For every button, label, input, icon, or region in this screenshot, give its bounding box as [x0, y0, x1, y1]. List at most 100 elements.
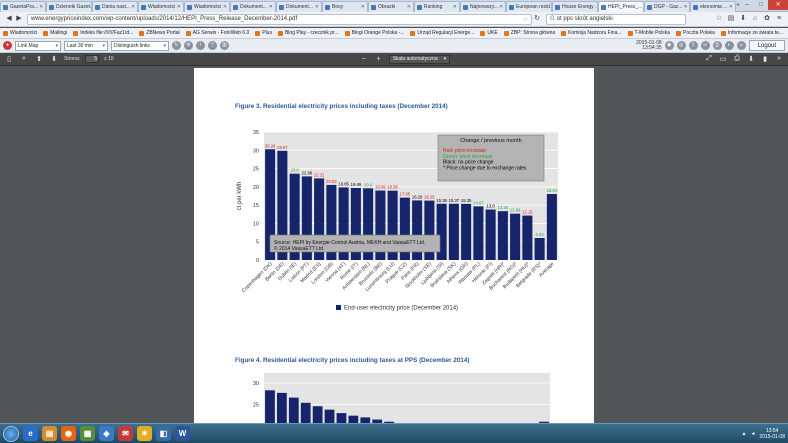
- bookmark-item[interactable]: Blog Play - rzecznik pr...: [277, 30, 339, 36]
- page-number-input[interactable]: 5: [85, 55, 100, 63]
- bookmark-icon[interactable]: ▮: [763, 56, 767, 63]
- app-icon-3[interactable]: ✉: [118, 426, 133, 441]
- forward-icon[interactable]: ▶: [16, 15, 22, 22]
- bookmark-item[interactable]: Plus: [255, 30, 272, 36]
- save-icon[interactable]: ⬇: [748, 56, 754, 63]
- browser-tab[interactable]: Bosy ✕: [322, 1, 368, 12]
- bookmark-item[interactable]: Urząd Regulacji Energe...: [410, 30, 474, 36]
- tab-close-icon[interactable]: ✕: [498, 4, 504, 10]
- tab-close-icon[interactable]: ✕: [176, 4, 181, 10]
- addon-icon[interactable]: ✿: [764, 15, 770, 22]
- menu-icon[interactable]: ≡: [776, 15, 782, 22]
- presentation-icon[interactable]: ⤢: [706, 55, 712, 62]
- app-icon-4[interactable]: ☀: [137, 426, 152, 441]
- bookmark-item[interactable]: ZBP: Strona główna: [503, 30, 555, 36]
- zoom-select[interactable]: Skala automatyczna ▾: [388, 54, 451, 64]
- app-icon-5[interactable]: ◧: [156, 426, 171, 441]
- browser-tab[interactable]: Wiadomości ✕: [184, 1, 230, 12]
- open-file-icon[interactable]: ▭: [719, 56, 727, 63]
- tab-close-icon[interactable]: ✕: [683, 4, 688, 10]
- app-icon-2[interactable]: ◈: [99, 426, 114, 441]
- network-icon[interactable]: ▲: [741, 430, 747, 437]
- tab-close-icon[interactable]: ✕: [39, 4, 44, 10]
- info-icon[interactable]: i: [196, 41, 205, 50]
- zoom-out-icon[interactable]: −: [361, 55, 366, 63]
- addon-logo-icon[interactable]: ●: [3, 41, 12, 50]
- explorer-icon[interactable]: ▤: [42, 426, 57, 441]
- back-icon[interactable]: ◀: [6, 15, 12, 22]
- globe-icon[interactable]: ◐: [724, 41, 734, 50]
- zoom-in-icon[interactable]: +: [376, 55, 381, 63]
- browser-tab[interactable]: Dziennik Gazet...✕: [46, 1, 92, 12]
- app-icon-1[interactable]: ▦: [80, 426, 95, 441]
- next-page-icon[interactable]: ⬇: [51, 56, 57, 63]
- tab-close-icon[interactable]: ✕: [314, 4, 319, 10]
- tab-close-icon[interactable]: ✕: [360, 4, 365, 10]
- firefox-icon[interactable]: ◉: [61, 426, 76, 441]
- bookmark-item[interactable]: UKE: [480, 30, 498, 36]
- previous-page-icon[interactable]: ⬆: [36, 56, 42, 63]
- tab-close-icon[interactable]: ✕: [131, 4, 136, 10]
- search-icon[interactable]: ⌕: [22, 55, 26, 62]
- search-box[interactable]: G ot pps skrót angielski: [546, 13, 686, 25]
- clock[interactable]: 13:54 2015-01-08: [759, 428, 785, 440]
- print-icon[interactable]: ⎙: [712, 41, 722, 50]
- browser-tab[interactable]: Ranking ✕: [414, 1, 460, 12]
- sidebar-toggle-icon[interactable]: ▯: [7, 56, 11, 63]
- bookmark-item[interactable]: AG Serwis - FotoWeb 6.0: [185, 30, 249, 36]
- bookmark-item[interactable]: Wiadomości: [3, 30, 37, 36]
- reload-icon[interactable]: ↻: [534, 15, 540, 22]
- browser-tab[interactable]: GazetaPra... ✕: [0, 1, 46, 12]
- bookmark-item[interactable]: ZBNews Portal: [139, 30, 180, 36]
- mode-select[interactable]: Distinguish links ▾: [111, 40, 169, 51]
- minimize-icon[interactable]: –: [745, 2, 749, 8]
- range-select[interactable]: Last 30 min ▾: [64, 40, 108, 51]
- link-icon[interactable]: ∞: [700, 41, 710, 50]
- settings-icon[interactable]: ⚙: [184, 41, 193, 50]
- browser-tab[interactable]: European resid...✕: [506, 1, 552, 12]
- filter-icon[interactable]: ▽: [208, 41, 217, 50]
- chart-icon[interactable]: ▥: [220, 41, 229, 50]
- tab-close-icon[interactable]: ✕: [268, 4, 273, 10]
- browser-tab[interactable]: Wiadomości ✕: [138, 1, 184, 12]
- browser-tab[interactable]: Dokument... ✕: [230, 1, 276, 12]
- start-button[interactable]: [3, 425, 19, 442]
- volume-icon[interactable]: ◄: [750, 430, 756, 437]
- bookmark-item[interactable]: Komisja Nadzoru Fina...: [561, 30, 622, 36]
- bookmark-star-icon[interactable]: ☆: [522, 16, 528, 23]
- download-icon[interactable]: ⬇: [740, 15, 746, 22]
- word-icon[interactable]: W: [175, 426, 190, 441]
- ie-icon[interactable]: e: [23, 426, 38, 441]
- user-icon[interactable]: ☺: [736, 41, 746, 50]
- close-window-icon[interactable]: ✕: [768, 0, 788, 10]
- bookmark-item[interactable]: Informacje ze świata te...: [720, 30, 783, 36]
- maximize-icon[interactable]: □: [759, 2, 763, 8]
- map-select[interactable]: Link Map ▾: [15, 40, 61, 51]
- tab-close-icon[interactable]: ✕: [222, 4, 227, 10]
- logout-button[interactable]: Logout: [748, 40, 785, 51]
- browser-tab[interactable]: House Energy ...✕: [552, 1, 598, 12]
- browser-tab[interactable]: ekonomia ... ✕: [690, 1, 736, 12]
- tab-close-icon[interactable]: ✕: [728, 4, 733, 10]
- bookmark-item[interactable]: Blogi Orange Polska -...: [344, 30, 404, 36]
- new-tab-button[interactable]: +: [736, 2, 741, 9]
- browser-tab[interactable]: DGP - Gaz... ✕: [644, 1, 690, 12]
- browser-tab[interactable]: Dania nast... ✕: [92, 1, 138, 12]
- star-icon[interactable]: ☆: [715, 15, 723, 22]
- address-bar[interactable]: www.energypriceindex.com/wp-content/uplo…: [27, 13, 532, 25]
- browser-tab[interactable]: Dokument... ✕: [276, 1, 322, 12]
- bookmark-item[interactable]: Mailingi: [43, 30, 67, 36]
- refresh-icon[interactable]: ↻: [172, 41, 181, 50]
- browser-tab[interactable]: HEPI_Press_...✕: [598, 1, 644, 12]
- camera-icon[interactable]: ◉: [664, 41, 674, 50]
- print-icon[interactable]: ⎙: [734, 55, 740, 62]
- browser-tab[interactable]: Obrazki ✕: [368, 1, 414, 12]
- tools-icon[interactable]: »: [777, 55, 781, 62]
- tab-close-icon[interactable]: ✕: [406, 4, 411, 10]
- home-icon[interactable]: ⌂: [752, 15, 758, 22]
- share-icon[interactable]: ⇪: [688, 41, 698, 50]
- bookmark-item[interactable]: Indeks file:///////Faz1/d...: [73, 30, 133, 36]
- bookmark-item[interactable]: T-Mobile Polska: [627, 30, 670, 36]
- tab-close-icon[interactable]: ✕: [452, 4, 457, 10]
- bookmark-item[interactable]: Poczta Polska: [676, 30, 715, 36]
